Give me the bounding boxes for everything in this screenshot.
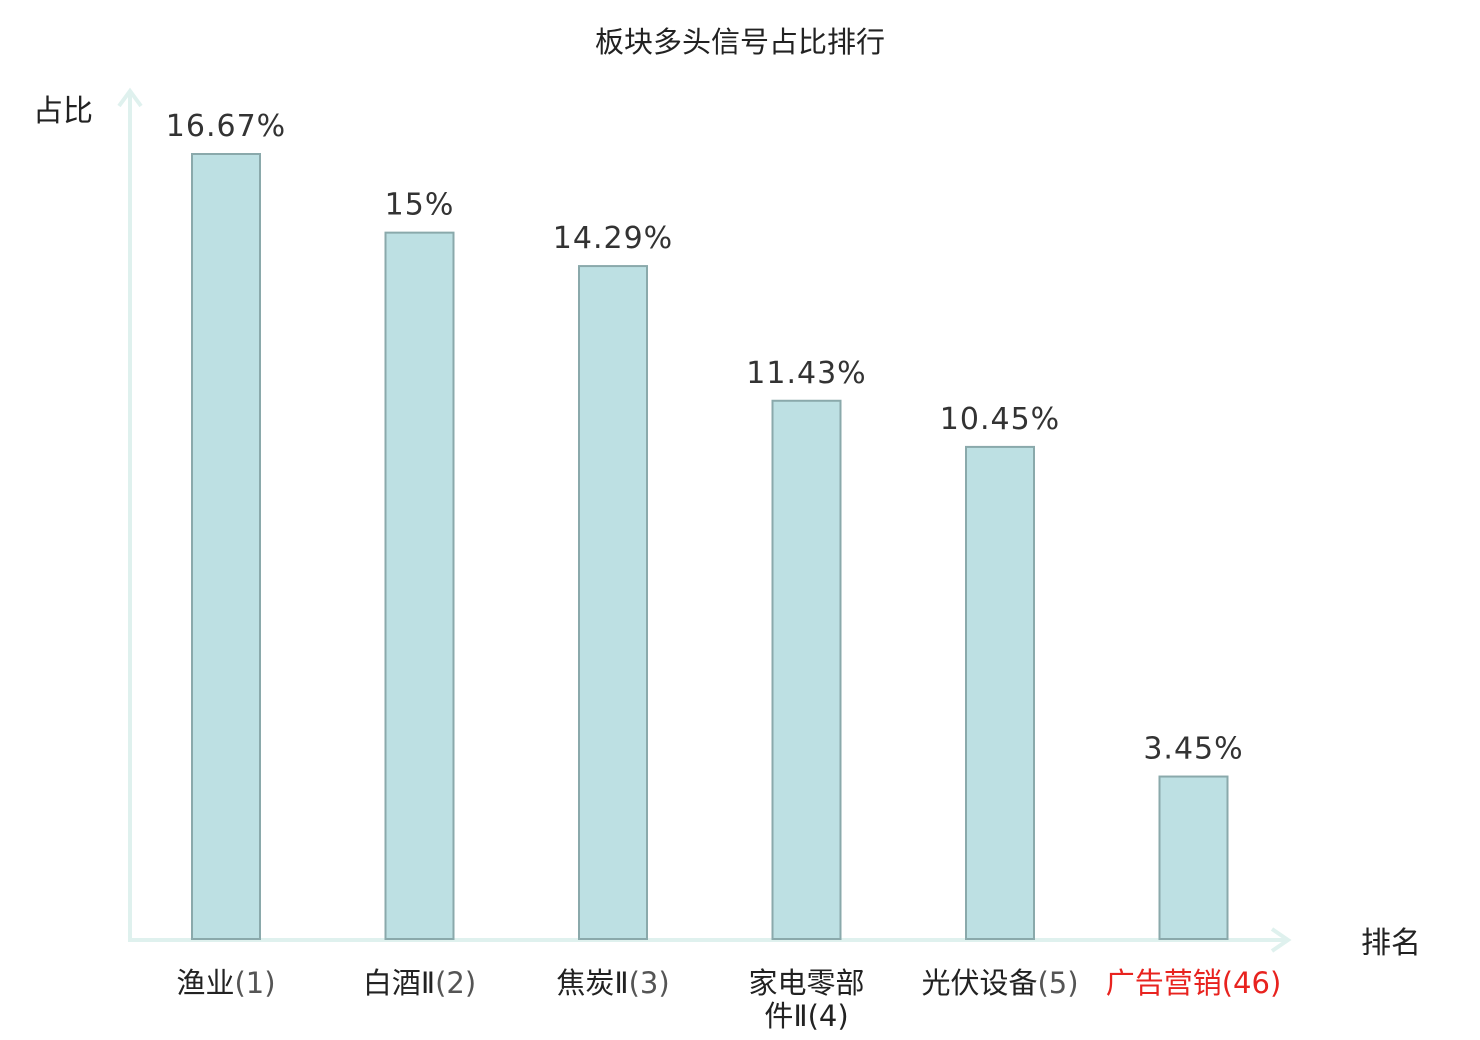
- bar: [578, 265, 648, 941]
- y-axis-arrow-icon: [117, 87, 143, 108]
- value-labels-group: 16.67% 15% 14.29% 11.43% 10.45% 3.45%: [166, 109, 1243, 767]
- category-rank: (1): [234, 966, 275, 1000]
- category-label: 焦炭Ⅱ(3): [556, 966, 669, 1000]
- category-label: 渔业(1): [176, 966, 275, 1000]
- bars-group: [191, 153, 1229, 941]
- category-rank: (46): [1222, 966, 1282, 1000]
- bar-value-label: 11.43%: [746, 356, 866, 391]
- bar-value-label: 14.29%: [553, 221, 673, 256]
- category-name: 焦炭Ⅱ: [556, 966, 628, 1000]
- category-name: 光伏设备: [921, 966, 1037, 1000]
- category-name: 广告营销: [1106, 966, 1222, 1000]
- bar-value-label: 10.45%: [940, 402, 1060, 437]
- bar: [771, 399, 842, 940]
- category-rank: (5): [1037, 966, 1078, 1000]
- category-rank: (2): [435, 966, 476, 1000]
- category-name: 渔业: [176, 966, 234, 1000]
- bar-value-label: 16.67%: [166, 109, 286, 144]
- bar-value-label: 3.45%: [1143, 732, 1243, 767]
- category-rank: (3): [629, 966, 670, 1000]
- category-label: 白酒Ⅱ(2): [363, 966, 476, 1000]
- bar: [191, 153, 261, 940]
- bar: [384, 231, 455, 940]
- category-label: 件Ⅱ(4): [764, 999, 848, 1033]
- bar: [965, 445, 1035, 940]
- category-label: 家电零部: [748, 966, 864, 1000]
- category-name: 白酒Ⅱ: [363, 966, 435, 1000]
- x-axis-arrow-icon: [1270, 927, 1292, 953]
- x-axis-label: 排名: [1361, 926, 1421, 961]
- category-label: 广告营销(46): [1106, 966, 1282, 1000]
- category-label: 光伏设备(5): [921, 966, 1078, 1000]
- y-axis-label: 占比: [33, 94, 93, 129]
- chart-title: 板块多头信号占比排行: [595, 25, 885, 59]
- bar: [1158, 775, 1229, 940]
- bar-value-label: 15%: [385, 188, 455, 223]
